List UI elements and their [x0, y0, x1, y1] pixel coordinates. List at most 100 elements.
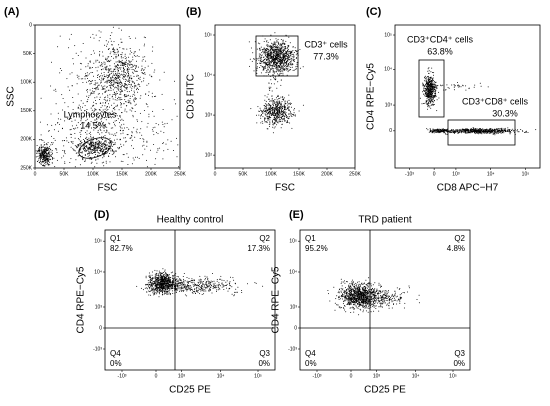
event-dot [88, 97, 90, 98]
event-dot [153, 134, 155, 136]
event-dot [426, 89, 427, 91]
event-dot [115, 61, 117, 63]
event-dot [432, 72, 434, 73]
event-dot [459, 128, 461, 130]
event-dot [282, 49, 284, 51]
event-dot [279, 117, 281, 119]
event-dot [48, 157, 50, 159]
event-dot [440, 85, 442, 87]
event-dot [427, 89, 429, 91]
event-dot [423, 80, 425, 82]
event-dot [38, 148, 40, 150]
event-dot [112, 79, 114, 81]
event-dot [118, 87, 120, 89]
event-dot [450, 129, 452, 131]
event-dot [468, 131, 470, 133]
event-dot [267, 108, 269, 110]
event-dot [121, 99, 123, 100]
event-dot [452, 131, 454, 133]
event-dot [126, 85, 128, 87]
event-dot [51, 158, 53, 160]
event-dot [119, 61, 121, 63]
event-dot [276, 68, 278, 70]
event-dot [274, 53, 276, 54]
event-dot [267, 113, 269, 115]
event-dot [280, 63, 282, 65]
event-dot [285, 69, 287, 71]
event-dot [429, 105, 431, 107]
event-dot [92, 90, 93, 92]
event-dot [45, 155, 47, 156]
event-dot [290, 113, 292, 115]
event-dot [434, 93, 436, 95]
event-dot [122, 73, 124, 75]
event-dot [430, 107, 432, 109]
event-dot [122, 57, 124, 59]
event-dot [510, 131, 512, 133]
event-dot [276, 51, 278, 53]
event-dot [131, 132, 133, 134]
event-dot [131, 107, 133, 109]
event-dot [118, 44, 120, 46]
event-dot [274, 115, 276, 117]
event-dot [497, 128, 499, 130]
event-dot [81, 151, 83, 153]
event-dot [102, 55, 104, 57]
event-dot [112, 48, 114, 49]
event-dot [120, 103, 122, 105]
event-dot [105, 96, 106, 98]
event-dot [61, 94, 63, 96]
event-dot [275, 111, 277, 113]
event-dot [281, 113, 283, 115]
event-dot [117, 54, 119, 56]
event-dot [154, 280, 156, 281]
event-dot [79, 62, 81, 64]
event-dot [108, 155, 109, 157]
event-dot [132, 81, 134, 83]
event-dot [115, 67, 117, 69]
event-dot [122, 154, 124, 156]
event-dot [151, 50, 153, 52]
event-dot [106, 112, 108, 114]
event-dot [94, 146, 95, 148]
event-dot [155, 132, 157, 134]
event-dot [446, 84, 448, 86]
event-dot [284, 113, 286, 115]
event-dot [267, 62, 269, 63]
event-dot [270, 34, 272, 36]
event-dot [84, 110, 86, 112]
event-dot [80, 148, 82, 150]
event-dot [86, 101, 88, 103]
event-dot [450, 131, 452, 133]
event-dot [41, 139, 43, 141]
event-dot [282, 64, 284, 66]
event-dot [272, 71, 274, 73]
event-dot [269, 61, 271, 63]
event-dot [284, 46, 286, 47]
event-dot [95, 142, 96, 144]
event-dot [279, 62, 281, 64]
event-dot [154, 126, 156, 128]
event-dot [48, 163, 50, 165]
event-dot [496, 133, 498, 135]
event-dot [103, 130, 105, 132]
event-dot [272, 132, 274, 134]
event-dot [111, 56, 112, 57]
event-dot [112, 26, 114, 28]
event-dot [428, 88, 430, 90]
event-dot [434, 91, 436, 93]
event-dot [278, 115, 280, 117]
event-dot [294, 50, 296, 51]
event-dot [283, 57, 284, 59]
event-dot [266, 121, 268, 123]
event-dot [475, 133, 477, 135]
event-dot [123, 70, 125, 72]
event-dot [93, 50, 95, 52]
event-dot [39, 158, 41, 160]
event-dot [72, 101, 74, 103]
event-dot [90, 146, 92, 148]
event-dot [269, 71, 271, 73]
event-dot [49, 164, 51, 166]
event-dot [111, 149, 113, 150]
event-dot [500, 131, 502, 133]
